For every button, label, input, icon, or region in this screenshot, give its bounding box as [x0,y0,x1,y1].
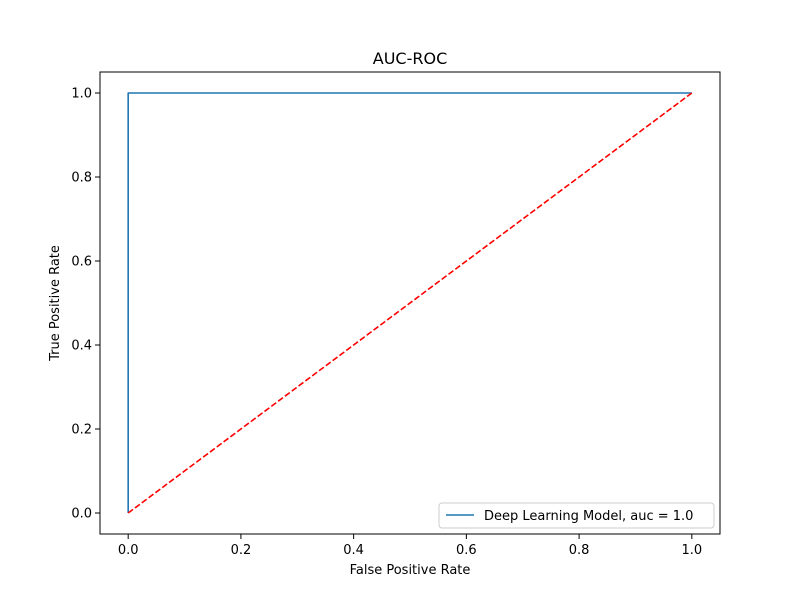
y-tick-label: 0.4 [71,339,92,354]
x-tick-label: 1.0 [681,543,702,558]
x-tick-label: 0.4 [343,543,364,558]
plot-frame [99,71,721,535]
plot-lines [127,92,693,514]
y-tick-label: 0.6 [71,255,92,270]
random-baseline-line [127,92,693,514]
x-tick-label: 0.6 [456,543,477,558]
y-tick-label: 0.8 [71,171,92,186]
x-tick-label: 0.8 [569,543,590,558]
legend-label-deep-learning-model: Deep Learning Model, auc = 1.0 [484,509,693,524]
y-tick-label: 0.2 [71,423,92,438]
x-axis-ticks: 0.0 0.2 0.4 0.6 0.8 1.0 [118,534,702,558]
y-axis-label: True Positive Rate [48,245,63,362]
legend: Deep Learning Model, auc = 1.0 [438,502,715,529]
x-tick-label: 0.0 [118,543,139,558]
legend-box [438,502,715,529]
y-tick-label: 0.0 [71,507,92,522]
chart-title: AUC-ROC [373,49,447,68]
x-axis-label: False Positive Rate [350,563,471,578]
roc-curve-line [127,92,692,513]
x-tick-label: 0.2 [231,543,252,558]
y-tick-label: 1.0 [71,87,92,102]
y-axis-ticks: 0.0 0.2 0.4 0.6 0.8 1.0 [71,87,100,522]
